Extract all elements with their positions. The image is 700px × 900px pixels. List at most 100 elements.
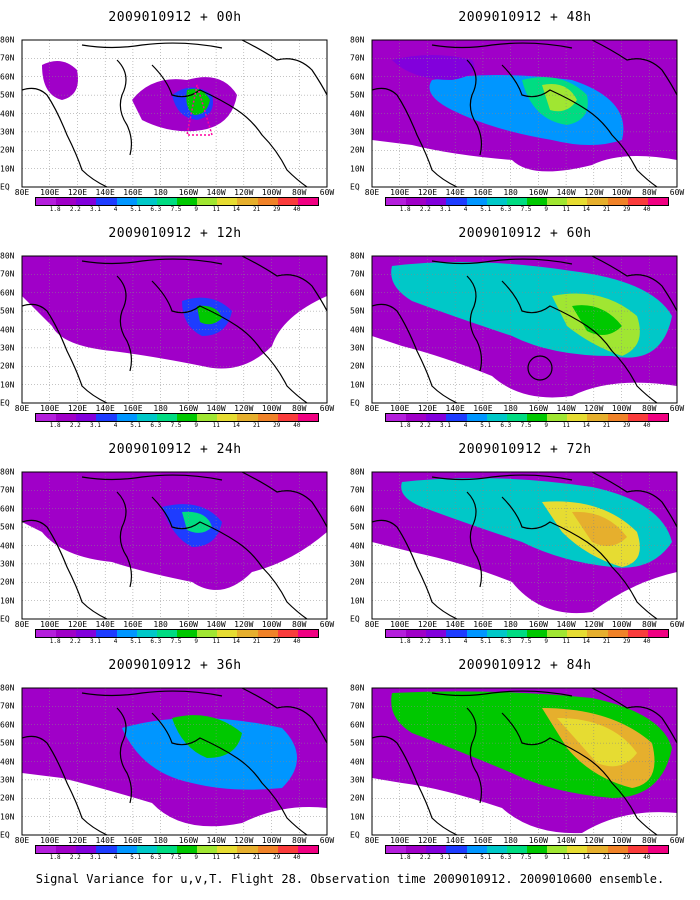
colorbar-swatch <box>647 846 668 853</box>
colorbar-label: 14 <box>582 638 591 645</box>
colorbar-swatch <box>627 630 648 637</box>
colorbar-swatch <box>567 414 588 421</box>
latitude-tick-label: 80N <box>350 35 365 45</box>
longitude-tick-label: 160W <box>178 620 198 629</box>
longitude-tick-label: 60W <box>319 836 335 845</box>
longitude-tick-label: 60W <box>319 188 335 197</box>
map-frame <box>21 255 328 404</box>
colorbar-label: 11 <box>562 854 570 861</box>
map-frame <box>371 471 678 620</box>
longitude-tick-label: 80E <box>14 404 30 413</box>
longitude-tick-label: 60W <box>669 836 685 845</box>
colorbar-label: 14 <box>232 422 241 429</box>
longitude-tick-label: 120W <box>584 620 604 629</box>
longitude-tick-label: 80W <box>292 836 307 845</box>
longitude-tick-label: 160E <box>473 188 493 197</box>
colorbar-swatch <box>627 198 648 205</box>
panel-title: 2009010912 + 60h <box>458 226 592 241</box>
colorbar-label: 2.2 <box>419 206 431 213</box>
map-panel: 2009010912 + 00h 80N 70N 60N 50N 40N 30N 20N 10N… <box>0 0 350 215</box>
colorbar-swatch <box>446 846 467 853</box>
longitude-tick-label: 120W <box>234 620 254 629</box>
colorbar-swatch <box>486 630 507 637</box>
coastline <box>81 690 223 697</box>
colorbar-swatch <box>587 414 608 421</box>
coastline <box>241 39 328 96</box>
colorbar-label: 5.1 <box>130 854 142 861</box>
colorbar-swatch <box>587 198 608 205</box>
coastline <box>81 42 223 49</box>
coastline <box>501 496 658 620</box>
colorbar-swatch <box>56 630 77 637</box>
longitude-tick-label: 140W <box>556 620 576 629</box>
longitude-tick-label: 140W <box>206 620 226 629</box>
colorbar-swatch <box>426 198 447 205</box>
colorbar-label: 2.2 <box>419 854 431 861</box>
latitude-tick-label: 80N <box>0 467 15 477</box>
colorbar-label: 4 <box>463 638 468 645</box>
colorbar-swatch <box>607 198 628 205</box>
colorbar-label: 2.2 <box>419 422 431 429</box>
longitude-tick-label: 100W <box>261 836 282 845</box>
longitude-labels: 80E 100E 120E 140E 160E 180 160W 140W 120W 100W 80… <box>15 620 334 630</box>
colorbar-label: 21 <box>602 638 611 645</box>
latitude-labels: 80N 70N 60N 50N 40N 30N 20N 10N EQ <box>0 684 22 840</box>
longitude-tick-label: 120E <box>67 620 88 629</box>
longitude-tick-label: 80W <box>642 404 657 413</box>
latitude-tick-label: 10N <box>350 812 365 822</box>
colorbar-swatch <box>506 630 527 637</box>
figure-caption: Signal Variance for u,v,T. Flight 28. Ob… <box>35 872 665 886</box>
longitude-tick-label: 120W <box>234 404 254 413</box>
latitude-labels: 80N 70N 60N 50N 40N 30N 20N 10N EQ <box>0 467 22 624</box>
colorbar-swatch <box>237 846 258 853</box>
colorbar-swatch <box>486 846 507 853</box>
coastline <box>466 59 483 156</box>
latitude-tick-label: 10N <box>0 164 15 174</box>
longitude-tick-label: 140E <box>445 188 465 197</box>
longitude-tick-label: 100E <box>40 188 60 197</box>
colorbar-swatch <box>386 198 407 205</box>
colorbar-swatch <box>116 630 137 637</box>
longitude-tick-label: 180 <box>153 836 168 845</box>
colorbar-swatch <box>547 630 568 637</box>
colorbar-label: 9 <box>194 206 198 213</box>
colorbar-swatch <box>277 846 298 853</box>
colorbar-labels: 1.8 2.2 3.1 4 5.1 6.3 7.5 9 11 14 21 29 40 <box>385 638 667 646</box>
latitude-tick-label: EQ <box>0 614 10 624</box>
colorbar-swatch <box>176 630 198 637</box>
colorbar-label: 29 <box>623 638 631 645</box>
latitude-tick-label: 50N <box>0 306 15 316</box>
colorbar-label: 29 <box>273 422 281 429</box>
colorbar-swatch <box>607 414 628 421</box>
colorbar-swatch <box>446 630 467 637</box>
latitude-tick-label: 60N <box>0 288 15 298</box>
coastline <box>116 707 133 804</box>
colorbar-swatch <box>116 414 137 421</box>
coastline <box>21 303 108 404</box>
map-frame <box>21 471 328 620</box>
map-frame <box>371 255 678 404</box>
colorbar-labels: 1.8 2.2 3.1 4 5.1 6.3 7.5 9 11 14 21 29 40 <box>35 422 317 430</box>
latitude-tick-label: 30N <box>350 343 365 353</box>
longitude-tick-label: 120E <box>67 836 88 845</box>
colorbar-label: 21 <box>602 206 611 213</box>
coastline <box>116 275 133 372</box>
coastline <box>371 735 458 836</box>
longitude-tick-label: 80W <box>642 836 657 845</box>
latitude-tick-label: 10N <box>350 380 365 390</box>
longitude-tick-label: 100E <box>390 836 410 845</box>
colorbar-swatch <box>607 630 628 637</box>
longitude-tick-label: 120W <box>234 188 254 197</box>
colorbar-swatch <box>176 198 198 205</box>
longitude-tick-label: 160W <box>178 836 198 845</box>
coastline <box>371 519 458 620</box>
colorbar-label: 5.1 <box>130 422 142 429</box>
colorbar-label: 6.3 <box>150 638 162 645</box>
coastline <box>466 491 483 588</box>
latitude-labels: 80N 70N 60N 50N 40N 30N 20N 10N EQ <box>350 252 372 408</box>
longitude-tick-label: 160E <box>123 404 143 413</box>
longitude-tick-label: 80E <box>364 404 380 413</box>
colorbar-label: 21 <box>252 206 261 213</box>
colorbar-label: 5.1 <box>480 638 492 645</box>
colorbar-swatch <box>176 846 198 853</box>
